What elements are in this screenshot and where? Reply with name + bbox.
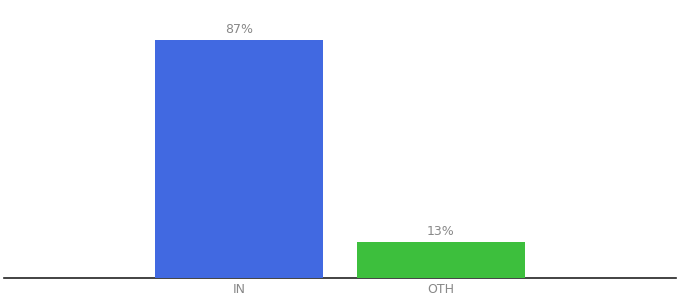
Text: 87%: 87% xyxy=(225,23,253,36)
Bar xyxy=(155,40,323,278)
Text: 13%: 13% xyxy=(427,225,455,238)
Bar xyxy=(357,242,525,278)
